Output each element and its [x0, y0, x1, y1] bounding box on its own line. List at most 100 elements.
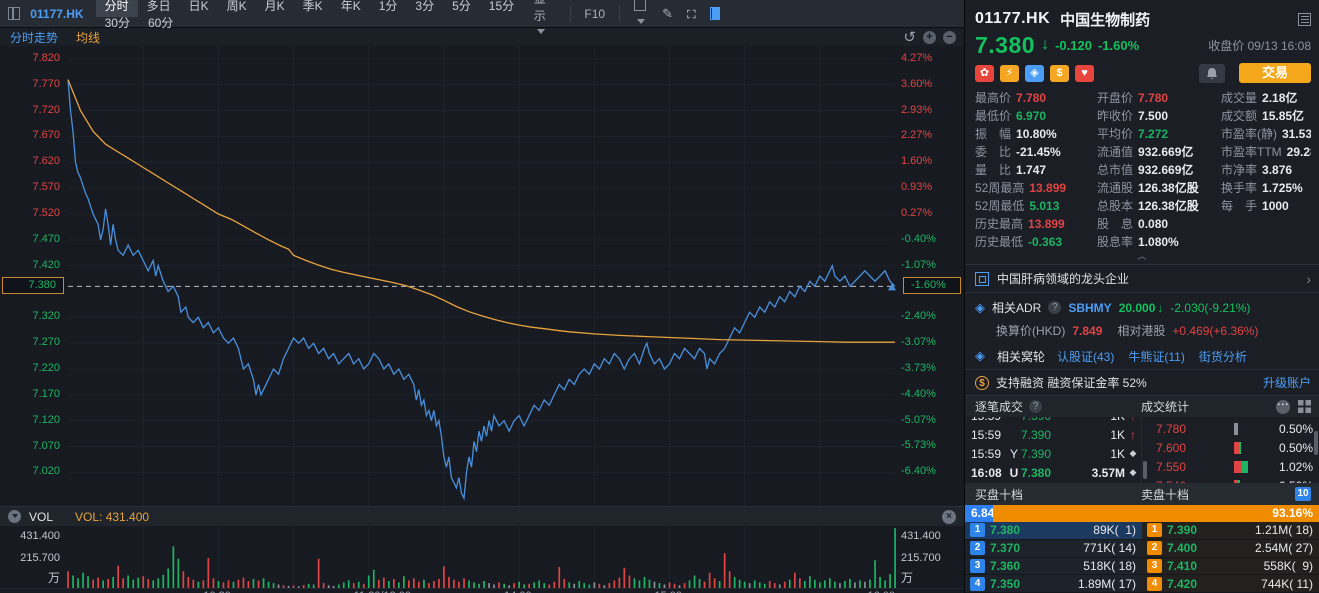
tab-分时[interactable]: 分时 [95, 0, 138, 17]
ask-level-row[interactable]: 3 7.410 558K( 9) [1142, 557, 1319, 576]
ask-depth-label[interactable]: 卖盘十档 [1141, 487, 1190, 502]
zoom-in-icon[interactable]: + [923, 30, 936, 44]
window-layout-icon[interactable] [8, 7, 21, 20]
chevron-down-icon [636, 19, 645, 25]
tick-trade-row: 15:59 Y 7.390 1K ◆ [971, 444, 1141, 463]
level-volume: 1.21M( [1254, 523, 1293, 538]
bid-level-row[interactable]: 4 7.350 1.89M( 17) [965, 575, 1142, 593]
lightning-badge[interactable]: ⚡ [1000, 64, 1019, 82]
tab-tick-trades[interactable]: 逐笔成交 [975, 400, 1024, 414]
stat-cell: 每 手 1000 [1221, 197, 1311, 214]
scrollbar-thumb[interactable] [1314, 431, 1318, 455]
stat-value: 5.013 [1029, 198, 1060, 213]
time-axis-label: 14:00 [504, 590, 532, 593]
display-dropdown[interactable]: 显示 [534, 0, 556, 38]
close-icon[interactable]: × [942, 509, 956, 524]
tab-周K[interactable]: 周K [226, 0, 247, 13]
bid-level-row[interactable]: 2 7.370 771K( 14) [965, 539, 1142, 558]
tab-1分[interactable]: 1分 [378, 0, 398, 13]
depth-level-badge[interactable]: 10 [1295, 487, 1311, 501]
chevron-right-icon: › [1306, 270, 1311, 287]
zoom-out-icon[interactable]: − [943, 30, 956, 44]
hk-flag-badge[interactable]: ✿ [975, 64, 994, 82]
stat-label: 52周最高 [975, 180, 1025, 195]
warrant-link[interactable]: 认股证(43) [1057, 349, 1115, 364]
vol-axis-max-right: 431.400 [901, 530, 941, 542]
undo-icon[interactable]: ↺ [903, 28, 916, 46]
level-number-badge: 1 [1147, 523, 1162, 538]
tab-年K[interactable]: 年K [340, 0, 361, 13]
stat-price: 7.540 [1156, 479, 1208, 484]
detail-list-icon[interactable] [1298, 12, 1311, 26]
tick-trade-list[interactable]: 15:597.3901K↑15:597.3901K↑15:59Y7.3901K◆… [965, 417, 1141, 483]
subtab-ma[interactable]: 均线 [76, 30, 101, 45]
stat-cell: 昨收价 7.500 [1097, 107, 1221, 124]
toolbar-symbol[interactable]: 01177.HK [30, 6, 84, 21]
company-tag-text: 中国肝病领域的龙头企业 [997, 272, 1130, 286]
volume-bar [1234, 460, 1268, 473]
tab-trade-stats[interactable]: 成交统计 [1141, 400, 1190, 414]
warrants-row: ◈ 相关窝轮 认股证(43) 牛熊证(11) 街货分析 [965, 343, 1319, 369]
right-panel-toggle-icon[interactable] [709, 7, 721, 20]
tab-5分[interactable]: 5分 [452, 0, 471, 13]
help-icon[interactable]: ? [1029, 400, 1043, 413]
price-axis-label: 7.470 [32, 232, 60, 245]
indicator-dropdown-icon[interactable] [8, 510, 21, 523]
volume-svg [67, 526, 896, 588]
tab-15分[interactable]: 15分 [488, 0, 515, 13]
warrant-link[interactable]: 牛熊证(11) [1128, 349, 1185, 364]
chart-style-dropdown[interactable] [633, 0, 648, 28]
level-number-badge: 1 [970, 523, 985, 538]
ask-level-row[interactable]: 1 7.390 1.21M( 18) [1142, 522, 1319, 540]
level-count: 11) [1293, 576, 1313, 591]
bid-level-row[interactable]: 3 7.360 518K( 18) [965, 557, 1142, 576]
level-volume: 89K( [1093, 523, 1119, 538]
draw-tool-icon[interactable]: ✎ [662, 5, 674, 21]
volume-title[interactable]: VOL [29, 509, 54, 524]
price-line [67, 79, 896, 501]
depth-table: 1 7.380 89K( 1) 2 7.370 771K( 14) 3 7.360 518K( … [965, 522, 1319, 593]
alert-bell-button[interactable] [1199, 63, 1225, 83]
trade-time: 16:08 [971, 465, 1002, 480]
tag-badge[interactable]: ◈ [1025, 64, 1044, 82]
tab-季K[interactable]: 季K [302, 0, 323, 13]
warrant-link[interactable]: 街货分析 [1198, 349, 1247, 364]
trade-button[interactable]: 交易 [1239, 63, 1311, 83]
ask-level-row[interactable]: 4 7.420 744K( 11) [1142, 575, 1319, 593]
bid-levels[interactable]: 1 7.380 89K( 1) 2 7.370 771K( 14) 3 7.360 518K( … [965, 522, 1142, 593]
bid-level-row[interactable]: 1 7.380 89K( 1) [965, 522, 1142, 540]
grid-view-icon[interactable] [1298, 400, 1311, 413]
stat-cell: 成交额 15.85亿 [1221, 107, 1311, 124]
tab-日K[interactable]: 日K [188, 0, 209, 13]
more-options-icon[interactable]: ⋯ [1276, 398, 1290, 414]
stats-row: 量 比 1.747 总市值 932.669亿 市净率 3.876 [975, 160, 1311, 178]
level-volume: 1.89M( [1077, 576, 1116, 591]
level-count: 18) [1292, 523, 1313, 538]
help-icon[interactable]: ? [1048, 301, 1062, 314]
tab-月K[interactable]: 月K [264, 0, 285, 13]
collapse-chevron-icon[interactable]: ︿ [1137, 251, 1147, 261]
upgrade-account-link[interactable]: 升级账户 [1262, 376, 1311, 390]
price-axis-label: 7.120 [32, 413, 60, 426]
tab-60分[interactable]: 60分 [147, 15, 174, 30]
tab-30分[interactable]: 30分 [104, 15, 130, 30]
dollar-badge[interactable]: $ [1050, 64, 1069, 82]
fullscreen-icon[interactable] [687, 7, 696, 21]
bid-depth-label[interactable]: 买盘十档 [975, 487, 1024, 502]
subtab-trend[interactable]: 分时走势 [10, 30, 59, 45]
adr-symbol[interactable]: SBHMY [1068, 300, 1112, 315]
heart-badge[interactable]: ♥ [1075, 64, 1094, 82]
stat-cell: 股息率 1.080% [1097, 233, 1221, 250]
level-count: 1) [1118, 523, 1136, 538]
scrollbar-thumb[interactable] [1143, 461, 1147, 479]
company-tag-row[interactable]: 中国肝病领域的龙头企业 › [965, 264, 1319, 293]
intraday-chart[interactable]: 7.380 -1.60% 7.820 7.770 7.720 7.670 7.620 7.… [0, 46, 964, 506]
ask-levels[interactable]: 1 7.390 1.21M( 18) 2 7.400 2.54M( 27) 3 7.410 55… [1142, 522, 1319, 593]
tab-3分[interactable]: 3分 [415, 0, 435, 13]
ask-level-row[interactable]: 2 7.400 2.54M( 27) [1142, 539, 1319, 558]
adr-price: 20.000 [1118, 300, 1156, 315]
f10-button[interactable]: F10 [584, 6, 606, 21]
trade-stats-list[interactable]: 7.780 0.50% 7.600 0.50% 7.550 1.02% 7.540 0.50% [1141, 417, 1319, 483]
volume-chart[interactable]: 431.400 215.700 万 431.400 215.700 万 [0, 526, 964, 588]
tab-多日[interactable]: 多日 [146, 0, 171, 13]
